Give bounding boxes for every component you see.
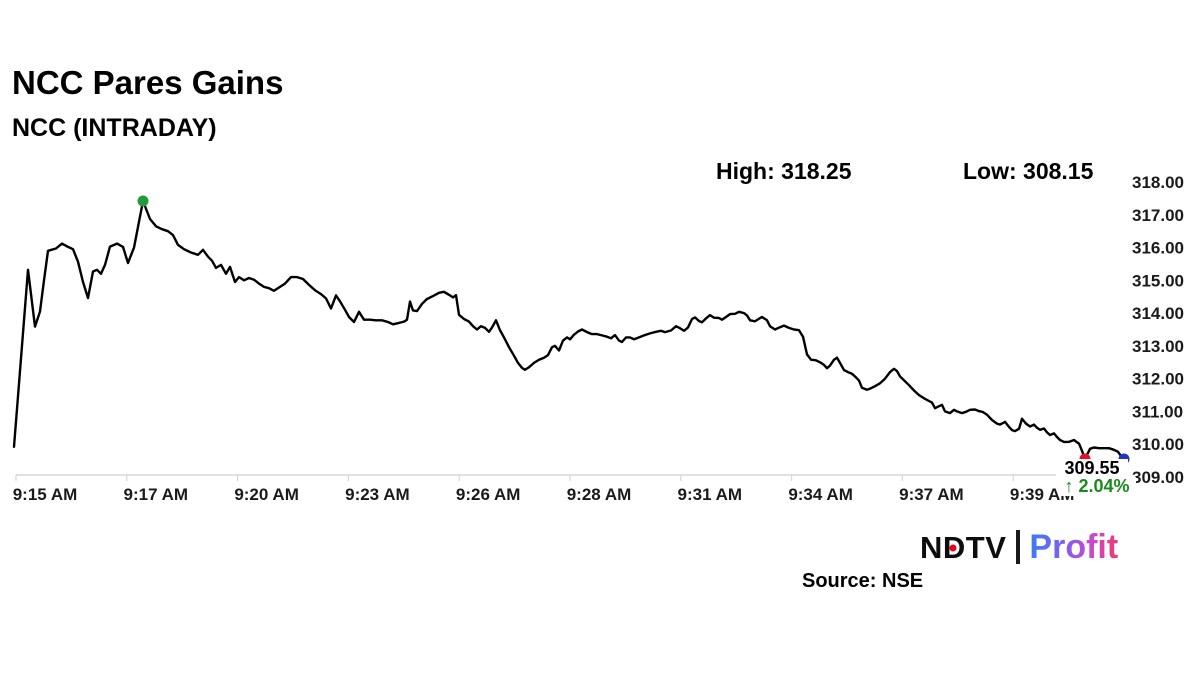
peak-marker xyxy=(137,195,149,207)
y-tick-label: 317.00 xyxy=(1132,206,1184,225)
ndtv-d-red-dot: D xyxy=(942,529,966,565)
y-tick-label: 309.00 xyxy=(1132,468,1184,487)
x-tick-label: 9:28 AM xyxy=(567,485,632,504)
y-tick-label: 314.00 xyxy=(1132,304,1184,323)
y-tick-label: 318.00 xyxy=(1132,173,1184,192)
x-tick-label: 9:23 AM xyxy=(345,485,410,504)
low-value-label: Low: 308.15 xyxy=(963,158,1094,184)
source-label: Source: NSE xyxy=(802,570,924,592)
x-tick-label: 9:17 AM xyxy=(124,485,189,504)
x-tick-label: 9:34 AM xyxy=(788,485,853,504)
y-tick-label: 313.00 xyxy=(1132,337,1184,356)
logo-divider-bar xyxy=(1016,530,1021,564)
profit-wordmark: Profit xyxy=(1029,528,1119,566)
x-tick-label: 9:37 AM xyxy=(899,485,964,504)
price-line xyxy=(12,199,1126,461)
y-tick-label: 310.00 xyxy=(1132,435,1184,454)
page-title: NCC Pares Gains xyxy=(12,64,284,101)
x-tick-label: 9:20 AM xyxy=(234,485,299,504)
y-tick-label: 316.00 xyxy=(1132,239,1184,258)
y-tick-label: 312.00 xyxy=(1132,370,1184,389)
y-tick-label: 311.00 xyxy=(1132,402,1183,421)
high-value-label: High: 318.25 xyxy=(716,158,852,184)
change-percent-label: ↑ 2.04% xyxy=(1058,477,1136,496)
y-tick-label: 315.00 xyxy=(1132,271,1184,290)
x-tick-label: 9:26 AM xyxy=(456,485,521,504)
last-price-label: 309.55 xyxy=(1056,459,1128,478)
x-tick-label: 9:15 AM xyxy=(13,485,78,504)
chart-subtitle: NCC (INTRADAY) xyxy=(12,114,217,142)
x-tick-label: 9:31 AM xyxy=(678,485,743,504)
ndtv-profit-logo: NDTV Profit xyxy=(920,527,1118,567)
ndtv-wordmark: NDTV xyxy=(920,529,1007,565)
